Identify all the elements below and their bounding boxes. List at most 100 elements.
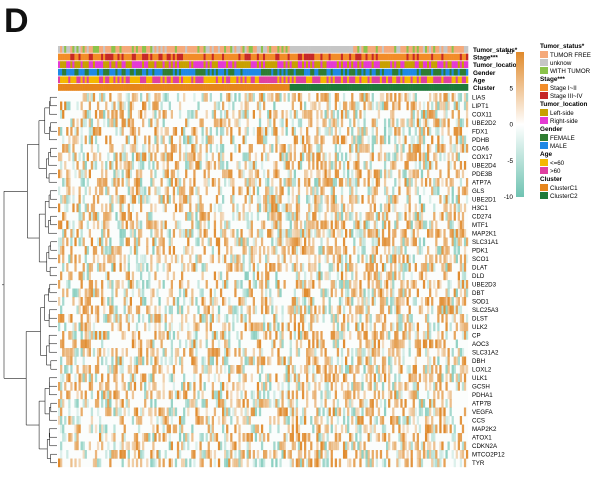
heatmap-cell	[201, 271, 204, 281]
heatmap-cell	[449, 373, 452, 383]
heatmap-cell	[64, 161, 67, 170]
heatmap-cell	[248, 144, 251, 153]
heatmap-cell	[388, 93, 391, 102]
heatmap-cell	[127, 237, 130, 247]
heatmap-cell	[361, 195, 364, 204]
annotation-cell	[152, 76, 155, 84]
heatmap-cell	[125, 271, 128, 281]
heatmap-cell	[347, 263, 350, 272]
heatmap-cell	[420, 246, 424, 255]
heatmap-cell	[342, 322, 346, 332]
annotation-cell	[215, 84, 219, 91]
heatmap-cell	[435, 110, 438, 119]
annotation-cell	[170, 76, 174, 84]
heatmap-cell	[406, 237, 409, 247]
annotation-cell	[269, 46, 272, 53]
heatmap-cell	[398, 254, 401, 264]
heatmap-cell	[287, 382, 290, 391]
heatmap-cell	[131, 373, 135, 383]
heatmap-cell	[187, 212, 190, 221]
heatmap-cell	[435, 237, 438, 247]
heatmap-cell	[394, 331, 397, 340]
heatmap-cell	[228, 118, 231, 128]
heatmap-cell	[359, 110, 362, 119]
heatmap-cell	[215, 297, 219, 306]
heatmap-cell	[246, 237, 249, 247]
heatmap-cell	[457, 101, 460, 111]
annotation-cell	[289, 84, 292, 91]
annotation-cell	[248, 76, 251, 84]
heatmap-cell	[289, 220, 292, 230]
heatmap-cell	[371, 399, 374, 408]
heatmap-cell	[392, 229, 395, 238]
heatmap-cell	[332, 110, 335, 119]
heatmap-cell	[328, 263, 331, 272]
annotation-cell	[189, 61, 192, 68]
heatmap-cell	[314, 220, 317, 230]
annotation-cell	[135, 76, 139, 84]
heatmap-cell	[111, 288, 114, 298]
heatmap-cell	[431, 254, 434, 264]
heatmap-cell	[283, 373, 286, 383]
heatmap-cell	[408, 186, 411, 196]
heatmap-cell	[197, 220, 200, 230]
heatmap-cell	[414, 203, 417, 213]
annotation-cell	[410, 61, 413, 68]
heatmap-cell	[263, 356, 266, 366]
heatmap-cell	[203, 365, 206, 374]
heatmap-cell	[355, 271, 358, 281]
heatmap-cell	[297, 237, 301, 247]
heatmap-cell	[140, 178, 143, 187]
heatmap-cell	[306, 382, 309, 391]
heatmap-cell	[162, 110, 165, 119]
heatmap-cell	[230, 195, 233, 204]
heatmap-cell	[271, 297, 274, 306]
heatmap-cell	[275, 220, 278, 230]
heatmap-cell	[447, 212, 450, 221]
heatmap-cell	[322, 135, 325, 145]
heatmap-cell	[158, 365, 161, 374]
heatmap-cell	[226, 263, 229, 272]
heatmap-cell	[328, 178, 331, 187]
heatmap-cell	[465, 365, 469, 374]
annotation-cell	[443, 46, 446, 53]
heatmap-cell	[416, 382, 419, 391]
heatmap-cell	[232, 178, 235, 187]
annotation-label: Gender	[473, 70, 496, 77]
annotation-cell	[103, 68, 106, 76]
heatmap-cell	[195, 135, 198, 145]
heatmap-cell	[258, 127, 262, 136]
annotation-cell	[76, 46, 79, 53]
heatmap-cell	[258, 356, 262, 366]
annotation-cell	[322, 61, 325, 68]
heatmap-cell	[386, 297, 389, 306]
heatmap-cell	[236, 399, 239, 408]
annotation-cell	[263, 84, 266, 91]
heatmap-cell	[201, 399, 204, 408]
heatmap-cell	[375, 186, 378, 196]
heatmap-cell	[164, 144, 167, 153]
annotation-cell	[129, 61, 133, 68]
heatmap-cell	[381, 348, 385, 357]
heatmap-cell	[412, 365, 415, 374]
heatmap-cell	[109, 390, 112, 400]
heatmap-cell	[308, 220, 311, 230]
heatmap-cell	[131, 186, 135, 196]
heatmap-cell	[457, 212, 460, 221]
heatmap-cell	[236, 280, 239, 289]
annotation-cell	[105, 46, 108, 53]
heatmap-cell	[449, 263, 452, 272]
heatmap-cell	[392, 186, 395, 196]
heatmap-cell	[236, 118, 239, 128]
annotation-cell	[246, 61, 249, 68]
heatmap-cell	[275, 271, 278, 281]
heatmap-cell	[105, 246, 108, 255]
annotation-cell	[431, 46, 434, 53]
heatmap-cell	[422, 237, 426, 247]
heatmap-cell	[388, 229, 391, 238]
annotation-label: Tumor_location	[473, 62, 521, 69]
heatmap-cell	[408, 339, 411, 349]
heatmap-cell	[256, 382, 260, 391]
annotation-cell	[367, 68, 370, 76]
annotation-cell	[127, 53, 131, 61]
